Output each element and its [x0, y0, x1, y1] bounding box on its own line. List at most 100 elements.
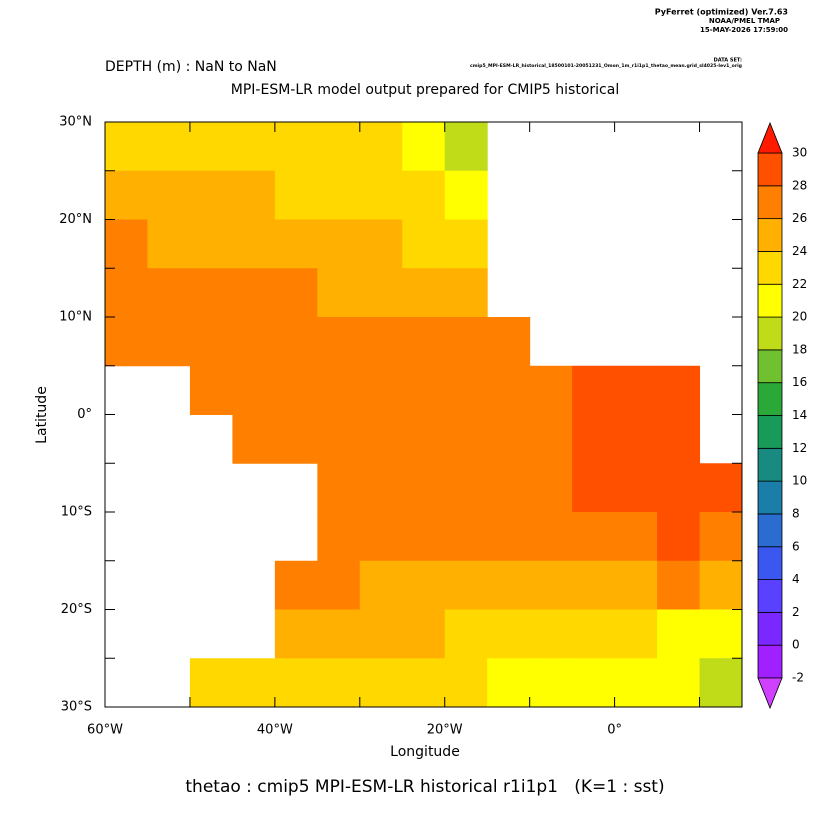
cell: [699, 512, 743, 562]
cell: [232, 414, 276, 464]
cell: [572, 365, 616, 415]
cell: [359, 560, 403, 610]
cell: [657, 658, 701, 708]
colorbar-label: -2: [792, 671, 804, 685]
cell: [359, 414, 403, 464]
cell: [232, 268, 276, 318]
y-axis-label: Latitude: [34, 386, 50, 444]
chart-title: MPI-ESM-LR model output prepared for CMI…: [231, 82, 619, 98]
cell: [444, 609, 488, 659]
cell: [529, 560, 573, 610]
cell: [402, 658, 446, 708]
cell: [317, 560, 361, 610]
cell: [147, 219, 191, 269]
colorbar-box: [757, 415, 783, 449]
cell: [444, 268, 488, 318]
colorbar-label: 12: [792, 441, 807, 455]
cell: [657, 414, 701, 464]
cell: [402, 219, 446, 269]
cell: [402, 268, 446, 318]
cell: [105, 122, 148, 172]
cell: [657, 512, 701, 562]
cell: [189, 170, 233, 220]
cell: [699, 658, 743, 708]
cell: [232, 317, 276, 367]
cell: [274, 317, 318, 367]
cell: [529, 463, 573, 513]
colorbar-over: [757, 121, 783, 154]
colorbar-box: [757, 546, 783, 580]
caption: thetao : cmip5 MPI-ESM-LR historical r1i…: [185, 777, 664, 797]
colorbar-box: [757, 316, 783, 351]
cell: [444, 463, 488, 513]
dataset-name: cmip5_MPI-ESM-LR_historical_18500101-200…: [470, 63, 742, 68]
cell: [232, 122, 276, 172]
cell: [572, 414, 616, 464]
cell: [614, 463, 658, 513]
cell: [657, 609, 701, 659]
cell: [614, 512, 658, 562]
y-tick-label: 0°: [77, 407, 92, 422]
colorbar-label: 4: [792, 572, 800, 586]
cell: [487, 414, 531, 464]
cell: [402, 170, 446, 220]
cell: [657, 560, 701, 610]
cell: [487, 560, 531, 610]
colorbar-box: [757, 218, 783, 252]
cell: [359, 122, 403, 172]
cell: [189, 365, 233, 415]
cell: [402, 317, 446, 367]
colorbar-label: 10: [792, 474, 807, 488]
x-tick-label: 60°W: [87, 723, 123, 738]
cell: [572, 463, 616, 513]
cell: [317, 122, 361, 172]
cell: [529, 365, 573, 415]
cell: [444, 512, 488, 562]
cell: [147, 268, 191, 318]
colorbar-box: [757, 382, 783, 416]
cell: [232, 658, 276, 708]
cell: [402, 463, 446, 513]
cell: [317, 268, 361, 318]
cell: [572, 609, 616, 659]
cell: [147, 170, 191, 220]
colorbar-box: [757, 283, 783, 318]
cell: [699, 463, 743, 513]
colorbar-label: 14: [792, 408, 807, 422]
colorbar-label: 16: [792, 375, 807, 389]
y-tick-label: 30°N: [59, 115, 92, 130]
cell: [657, 365, 701, 415]
cell: [572, 512, 616, 562]
cell: [572, 658, 616, 708]
colorbar-label: 6: [792, 539, 800, 553]
colorbar-label: 28: [792, 178, 807, 192]
cell: [487, 365, 531, 415]
cell: [657, 463, 701, 513]
x-tick-label: 40°W: [257, 723, 293, 738]
cell: [402, 512, 446, 562]
colorbar-label: 2: [792, 605, 800, 619]
cell: [274, 122, 318, 172]
y-tick-label: 10°S: [61, 505, 92, 520]
colorbar-label: 30: [792, 146, 807, 160]
subtitle: DEPTH (m) : NaN to NaN: [105, 59, 277, 75]
cell: [189, 122, 233, 172]
cell: [274, 658, 318, 708]
colorbar-box: [757, 513, 783, 548]
cell: [402, 365, 446, 415]
cell: [359, 512, 403, 562]
cell: [274, 560, 318, 610]
colorbar-box: [757, 349, 783, 384]
axes: 60°W 40°W 20°W 0° 30°N 20°N 10°N 0° 10°S 20°S 30°S: [59, 115, 743, 738]
cell: [614, 609, 658, 659]
y-tick-label: 20°S: [61, 602, 92, 617]
x-tick-label: 0°: [607, 723, 622, 738]
cell: [614, 414, 658, 464]
cell: [359, 219, 403, 269]
cell: [317, 170, 361, 220]
colorbar-box: [757, 447, 783, 482]
colorbar-label: 22: [792, 277, 807, 291]
cell: [529, 512, 573, 562]
